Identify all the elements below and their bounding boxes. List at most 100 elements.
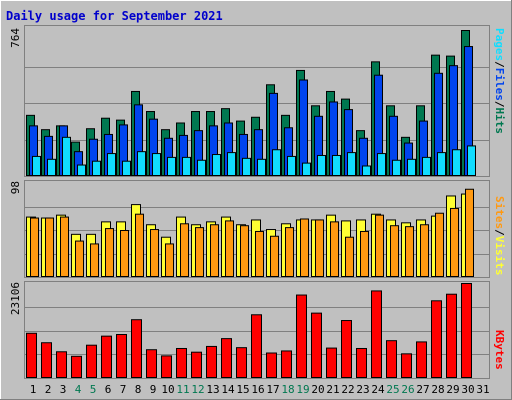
sites-bar [60, 216, 69, 277]
visits-max-label: 98 [9, 181, 22, 194]
kbytes-bar [191, 351, 202, 379]
day-label: 16 [251, 383, 264, 396]
pages-bar [32, 155, 41, 176]
hits-bars [26, 30, 476, 177]
kbytes-bar [266, 352, 277, 379]
day-label: 21 [326, 383, 339, 396]
sites-bar [45, 217, 54, 277]
sites-bar [180, 223, 189, 278]
kbytes-bar [176, 347, 187, 378]
chart-title: Daily usage for September 2021 [6, 9, 223, 23]
day-label: 13 [206, 383, 219, 396]
kbytes-bar [386, 340, 397, 378]
sites-bar [465, 188, 474, 277]
day-label: 17 [266, 383, 279, 396]
kbytes-bar [116, 334, 127, 379]
sites-bar [135, 213, 144, 277]
legend-sep-1: / [493, 61, 506, 68]
kbytes-bars [26, 283, 472, 379]
legend-sep-2: / [493, 101, 506, 108]
kbytes-max-label: 23106 [9, 282, 22, 315]
sites-bar [285, 227, 294, 278]
sites-bar [435, 212, 444, 277]
day-labels: 1 2 3 4 5 6 7 8 9 10 11 12 13 14 15 16 17 18 19 20 21 22 23 24 2… [30, 383, 490, 396]
sites-bar [240, 225, 249, 278]
visits-bars [26, 188, 474, 278]
sites-bar [330, 221, 339, 277]
sites-bar [360, 230, 369, 277]
day-label: 23 [356, 383, 369, 396]
sites-bar [300, 218, 309, 277]
kbytes-bar [446, 293, 457, 379]
legend-sites: Sites [493, 196, 506, 229]
pages-bar [437, 152, 446, 176]
day-label: 26 [401, 383, 414, 396]
sites-bar [75, 240, 84, 278]
day-label: 10 [161, 383, 174, 396]
files-bar [299, 79, 308, 176]
kbytes-bar [416, 341, 427, 379]
pages-bar [212, 154, 221, 176]
sites-bar [405, 226, 414, 278]
kbytes-legend: KBytes [493, 330, 506, 370]
pages-bar [362, 165, 371, 177]
hits-max-label: 764 [9, 28, 22, 48]
pages-bar [302, 162, 311, 176]
pages-bar [392, 159, 401, 177]
day-label: 12 [191, 383, 204, 396]
legend-sep-3: / [493, 229, 506, 236]
sites-bar [30, 217, 39, 277]
kbytes-bar [86, 344, 97, 378]
day-label: 22 [341, 383, 354, 396]
day-label: 30 [461, 383, 474, 396]
pages-bar [152, 153, 161, 177]
day-label: 27 [416, 383, 429, 396]
sites-bar [105, 228, 114, 277]
sites-bar [120, 230, 129, 277]
sites-bar [450, 207, 459, 278]
kbytes-bar [296, 294, 307, 379]
pages-bar [467, 145, 476, 177]
day-label: 5 [90, 383, 97, 396]
kbytes-bar [341, 320, 352, 378]
pages-bar [227, 152, 236, 176]
kbytes-bar [131, 319, 142, 379]
pages-bar [377, 153, 386, 177]
sites-bar [390, 225, 399, 278]
pages-bar [137, 151, 146, 177]
kbytes-bar [236, 347, 247, 378]
kbytes-bar [356, 347, 367, 378]
kbytes-bar [101, 335, 112, 379]
pages-bar [257, 158, 266, 176]
pages-bar [62, 136, 71, 176]
kbytes-bar [41, 342, 52, 378]
sites-bar [420, 224, 429, 278]
sites-bar [195, 227, 204, 278]
kbytes-bar [146, 349, 157, 379]
day-label: 19 [296, 383, 309, 396]
legend-hits: Hits [493, 108, 506, 135]
kbytes-bar [371, 290, 382, 379]
sites-bar [255, 230, 264, 277]
day-label: 3 [60, 383, 67, 396]
pages-bar [272, 149, 281, 177]
day-label: 28 [431, 383, 444, 396]
pages-bar [407, 158, 416, 176]
hits-legend: Pages/Files/Hits [493, 28, 506, 134]
kbytes-bar [221, 338, 232, 379]
day-label: 31 [476, 383, 489, 396]
pages-bar [242, 157, 251, 176]
pages-bar [107, 153, 116, 177]
kbytes-bar [461, 283, 472, 378]
kbytes-bar [326, 347, 337, 379]
day-label: 25 [386, 383, 399, 396]
day-label: 6 [105, 383, 112, 396]
sites-bar [270, 235, 279, 277]
pages-bar [182, 156, 191, 176]
pages-bar [287, 155, 296, 176]
day-label: 11 [176, 383, 189, 396]
day-label: 4 [75, 383, 82, 396]
pages-bar [422, 156, 431, 176]
kbytes-bar [26, 332, 37, 378]
kbytes-bar [311, 312, 322, 379]
